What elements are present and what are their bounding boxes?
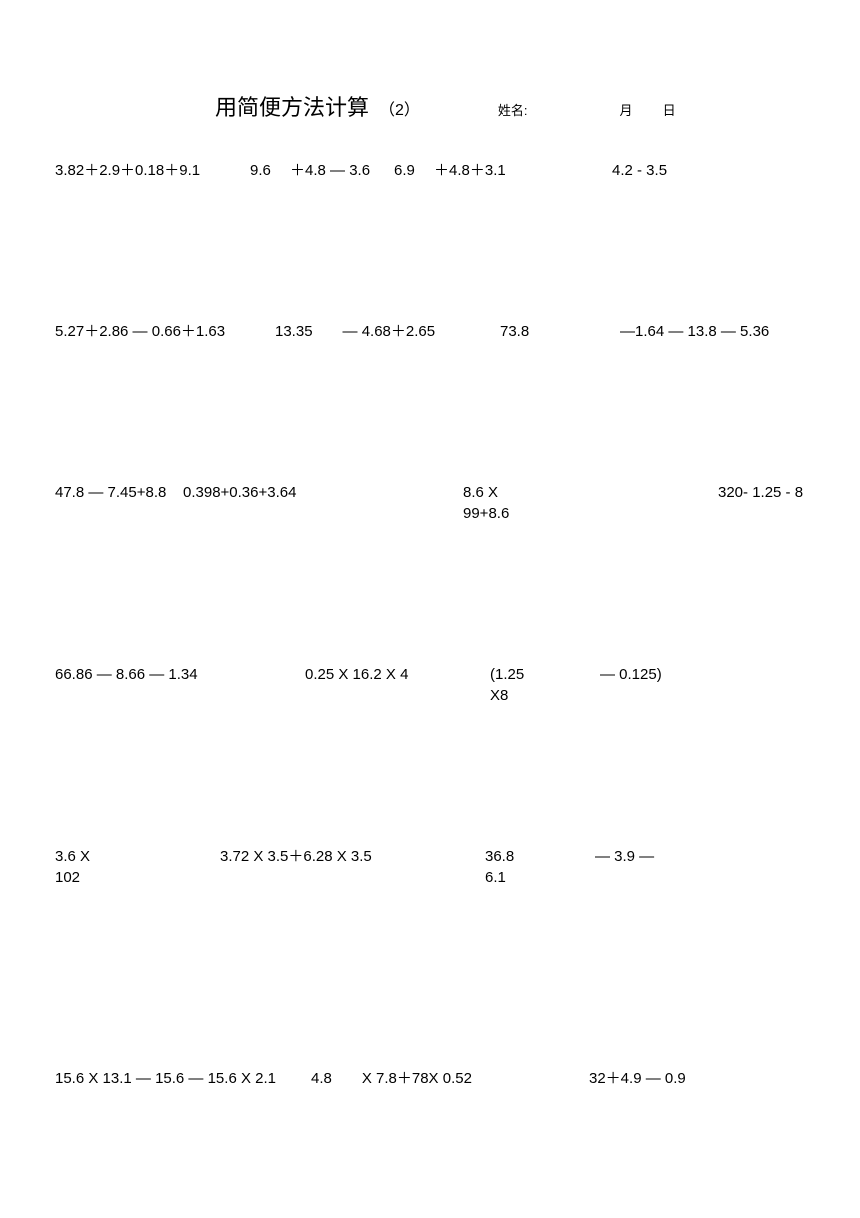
problems-container: 3.82＋2.9＋0.18＋9.19.6 ＋4.8 — 3.6 6.9 ＋4.8…: [55, 160, 805, 1089]
month-label: 月: [620, 100, 633, 119]
problem-cell: 4.8 X 7.8＋78X 0.52: [311, 1068, 589, 1089]
problem-row: 66.86 — 8.66 — 1.340.25 X 16.2 X 4 (1.25 …: [55, 664, 805, 706]
problem-cell: —1.64 — 13.8 — 5.36: [620, 321, 790, 342]
problem-cell: 4.2 - 3.5: [612, 160, 712, 181]
problem-cell: 3.6 X 102: [55, 846, 110, 888]
problem-row: 3.6 X 102 3.72 X 3.5＋6.28 X 3.5 36.8 6.1 — …: [55, 846, 805, 888]
problem-cell: 3.72 X 3.5＋6.28 X 3.5: [220, 846, 385, 867]
problem-cell: 66.86 — 8.66 — 1.34: [55, 664, 305, 685]
problem-cell: 32＋4.9 — 0.9: [589, 1068, 739, 1089]
worksheet-header: 用简便方法计算 （2） 姓名: 月 日: [55, 90, 805, 122]
problem-cell: 47.8 — 7.45+8.8: [55, 482, 183, 503]
problem-cell: 13.35 — 4.68＋2.65: [275, 321, 500, 342]
problem-cell: 0.25 X 16.2 X 4: [305, 664, 425, 685]
problem-row: 15.6 X 13.1 — 15.6 — 15.6 X 2.14.8 X 7.8…: [55, 1068, 805, 1089]
problem-cell: 9.6 ＋4.8 — 3.6: [250, 160, 394, 181]
problem-cell: 5.27＋2.86 — 0.66＋1.63: [55, 321, 275, 342]
problem-cell: 0.398+0.36+3.64: [183, 482, 463, 503]
worksheet-number: （2）: [379, 96, 420, 120]
problem-cell: 6.9 ＋4.8＋3.1: [394, 160, 612, 181]
problem-cell: 36.8 6.1: [485, 846, 525, 888]
problem-cell: 3.82＋2.9＋0.18＋9.1: [55, 160, 250, 181]
worksheet-title: 用简便方法计算: [215, 90, 369, 122]
problem-cell: 73.8: [500, 321, 620, 342]
problem-row: 5.27＋2.86 — 0.66＋1.6313.35 — 4.68＋2.6573…: [55, 321, 805, 342]
problem-cell: — 0.125): [600, 664, 700, 685]
problem-cell: — 3.9 —: [595, 846, 695, 867]
day-label: 日: [663, 100, 676, 119]
problem-cell: 15.6 X 13.1 — 15.6 — 15.6 X 2.1: [55, 1068, 311, 1089]
problem-row: 47.8 — 7.45+8.80.398+0.36+3.648.6 X 99+8…: [55, 482, 805, 524]
problem-row: 3.82＋2.9＋0.18＋9.19.6 ＋4.8 — 3.6 6.9 ＋4.8…: [55, 160, 805, 181]
problem-cell: 8.6 X 99+8.6: [463, 482, 523, 524]
problem-cell: (1.25 X8: [490, 664, 540, 706]
name-label: 姓名:: [498, 100, 528, 119]
problem-cell: 320- 1.25 - 8: [718, 482, 818, 503]
